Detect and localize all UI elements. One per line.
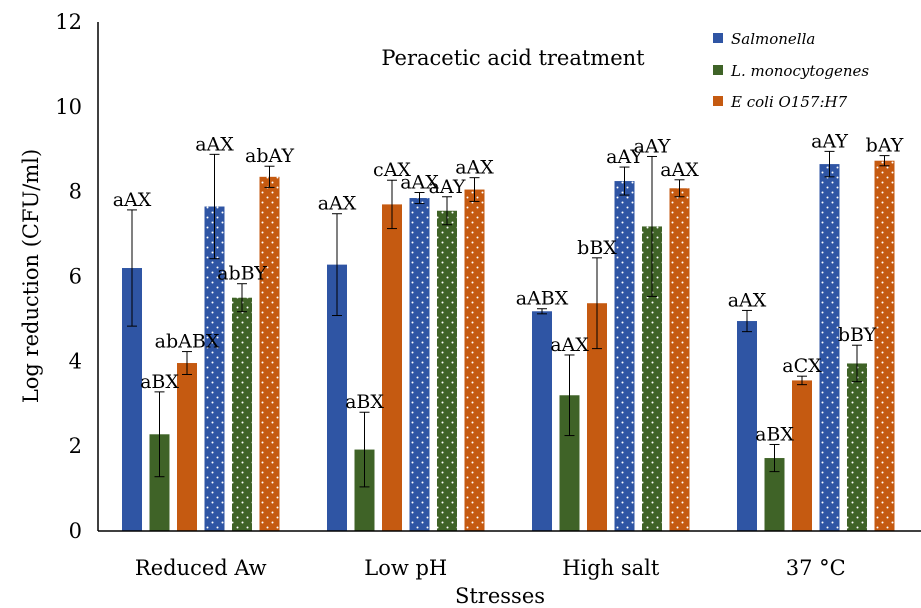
x-tick-label: 37 °C bbox=[786, 556, 846, 580]
data-label: aAY bbox=[606, 146, 643, 168]
data-label: aAY bbox=[811, 130, 848, 152]
bar-listeria bbox=[764, 458, 785, 531]
bar-listeria bbox=[149, 434, 170, 531]
legend-label-ecoli: E coli O157:H7 bbox=[730, 93, 848, 111]
bar-salmonella-dotted bbox=[409, 198, 430, 531]
data-label: bBX bbox=[577, 237, 617, 259]
bar-listeria-dotted bbox=[642, 226, 662, 531]
data-label: aAX bbox=[400, 172, 439, 194]
data-label: aABX bbox=[516, 288, 569, 310]
bar-ecoli bbox=[382, 204, 402, 531]
bar-listeria-dotted bbox=[437, 210, 457, 532]
data-label: aAX bbox=[728, 289, 767, 311]
bar-salmonella bbox=[327, 264, 347, 531]
y-tick-label: 2 bbox=[69, 434, 82, 458]
x-tick-label: Reduced Aw bbox=[135, 556, 267, 580]
bar-listeria-dotted bbox=[232, 297, 252, 531]
bar-ecoli-dotted bbox=[874, 160, 895, 531]
data-label: aAX bbox=[318, 193, 357, 215]
y-tick-label: 12 bbox=[55, 10, 82, 34]
data-label: abABX bbox=[155, 331, 220, 353]
bar-ecoli bbox=[177, 363, 197, 531]
bar-ecoli bbox=[587, 303, 607, 531]
bar-salmonella bbox=[532, 311, 552, 531]
y-axis-title: Log reduction (CFU/ml) bbox=[19, 149, 43, 403]
data-label: bAY bbox=[866, 135, 904, 157]
bar-salmonella bbox=[122, 268, 142, 531]
data-label: aAX bbox=[113, 189, 152, 211]
bar-salmonella-dotted bbox=[204, 206, 225, 531]
data-label: abBY bbox=[217, 263, 267, 285]
bar-salmonella-dotted bbox=[819, 164, 840, 532]
data-label: aBX bbox=[345, 391, 384, 413]
bar-salmonella-dotted bbox=[614, 181, 635, 531]
x-tick-label: Low pH bbox=[364, 556, 447, 580]
chart-title: Peracetic acid treatment bbox=[381, 46, 645, 70]
data-label: aCX bbox=[782, 355, 822, 377]
bar-listeria bbox=[354, 449, 375, 531]
data-label: aBX bbox=[140, 371, 179, 393]
legend-label-salmonella: Salmonella bbox=[731, 30, 815, 48]
legend-label-listeria: L. monocytogenes bbox=[730, 62, 869, 80]
bar-ecoli bbox=[792, 380, 812, 531]
y-tick-label: 4 bbox=[69, 349, 82, 373]
y-tick-label: 8 bbox=[69, 180, 82, 204]
legend-swatch-listeria bbox=[713, 65, 723, 75]
bar-salmonella bbox=[737, 321, 757, 531]
legend-swatch-ecoli bbox=[713, 96, 723, 106]
x-axis-title: Stresses bbox=[455, 584, 545, 608]
data-label: cAX bbox=[373, 159, 411, 181]
bar-ecoli-dotted bbox=[259, 176, 280, 531]
data-label: aAX bbox=[195, 133, 234, 155]
data-label: aAY bbox=[634, 135, 671, 157]
y-tick-label: 0 bbox=[69, 519, 82, 543]
data-label: aAX bbox=[550, 334, 589, 356]
bar-ecoli-dotted bbox=[669, 188, 690, 532]
data-label: abAY bbox=[245, 145, 294, 167]
data-label: aAX bbox=[660, 159, 699, 181]
legend: Salmonella L. monocytogenes E coli O157:… bbox=[713, 30, 869, 111]
data-label: bBY bbox=[838, 324, 877, 346]
bar-listeria bbox=[559, 395, 580, 531]
data-label: aBX bbox=[755, 423, 794, 445]
data-label: aAX bbox=[455, 157, 494, 179]
x-tick-label: High salt bbox=[562, 556, 660, 580]
bar-ecoli-dotted bbox=[464, 189, 485, 531]
y-tick-label: 6 bbox=[69, 265, 82, 289]
y-tick-label: 10 bbox=[55, 95, 82, 119]
bar-listeria-dotted bbox=[847, 363, 867, 531]
data-label: aAY bbox=[429, 176, 466, 198]
legend-swatch-salmonella bbox=[713, 33, 723, 43]
